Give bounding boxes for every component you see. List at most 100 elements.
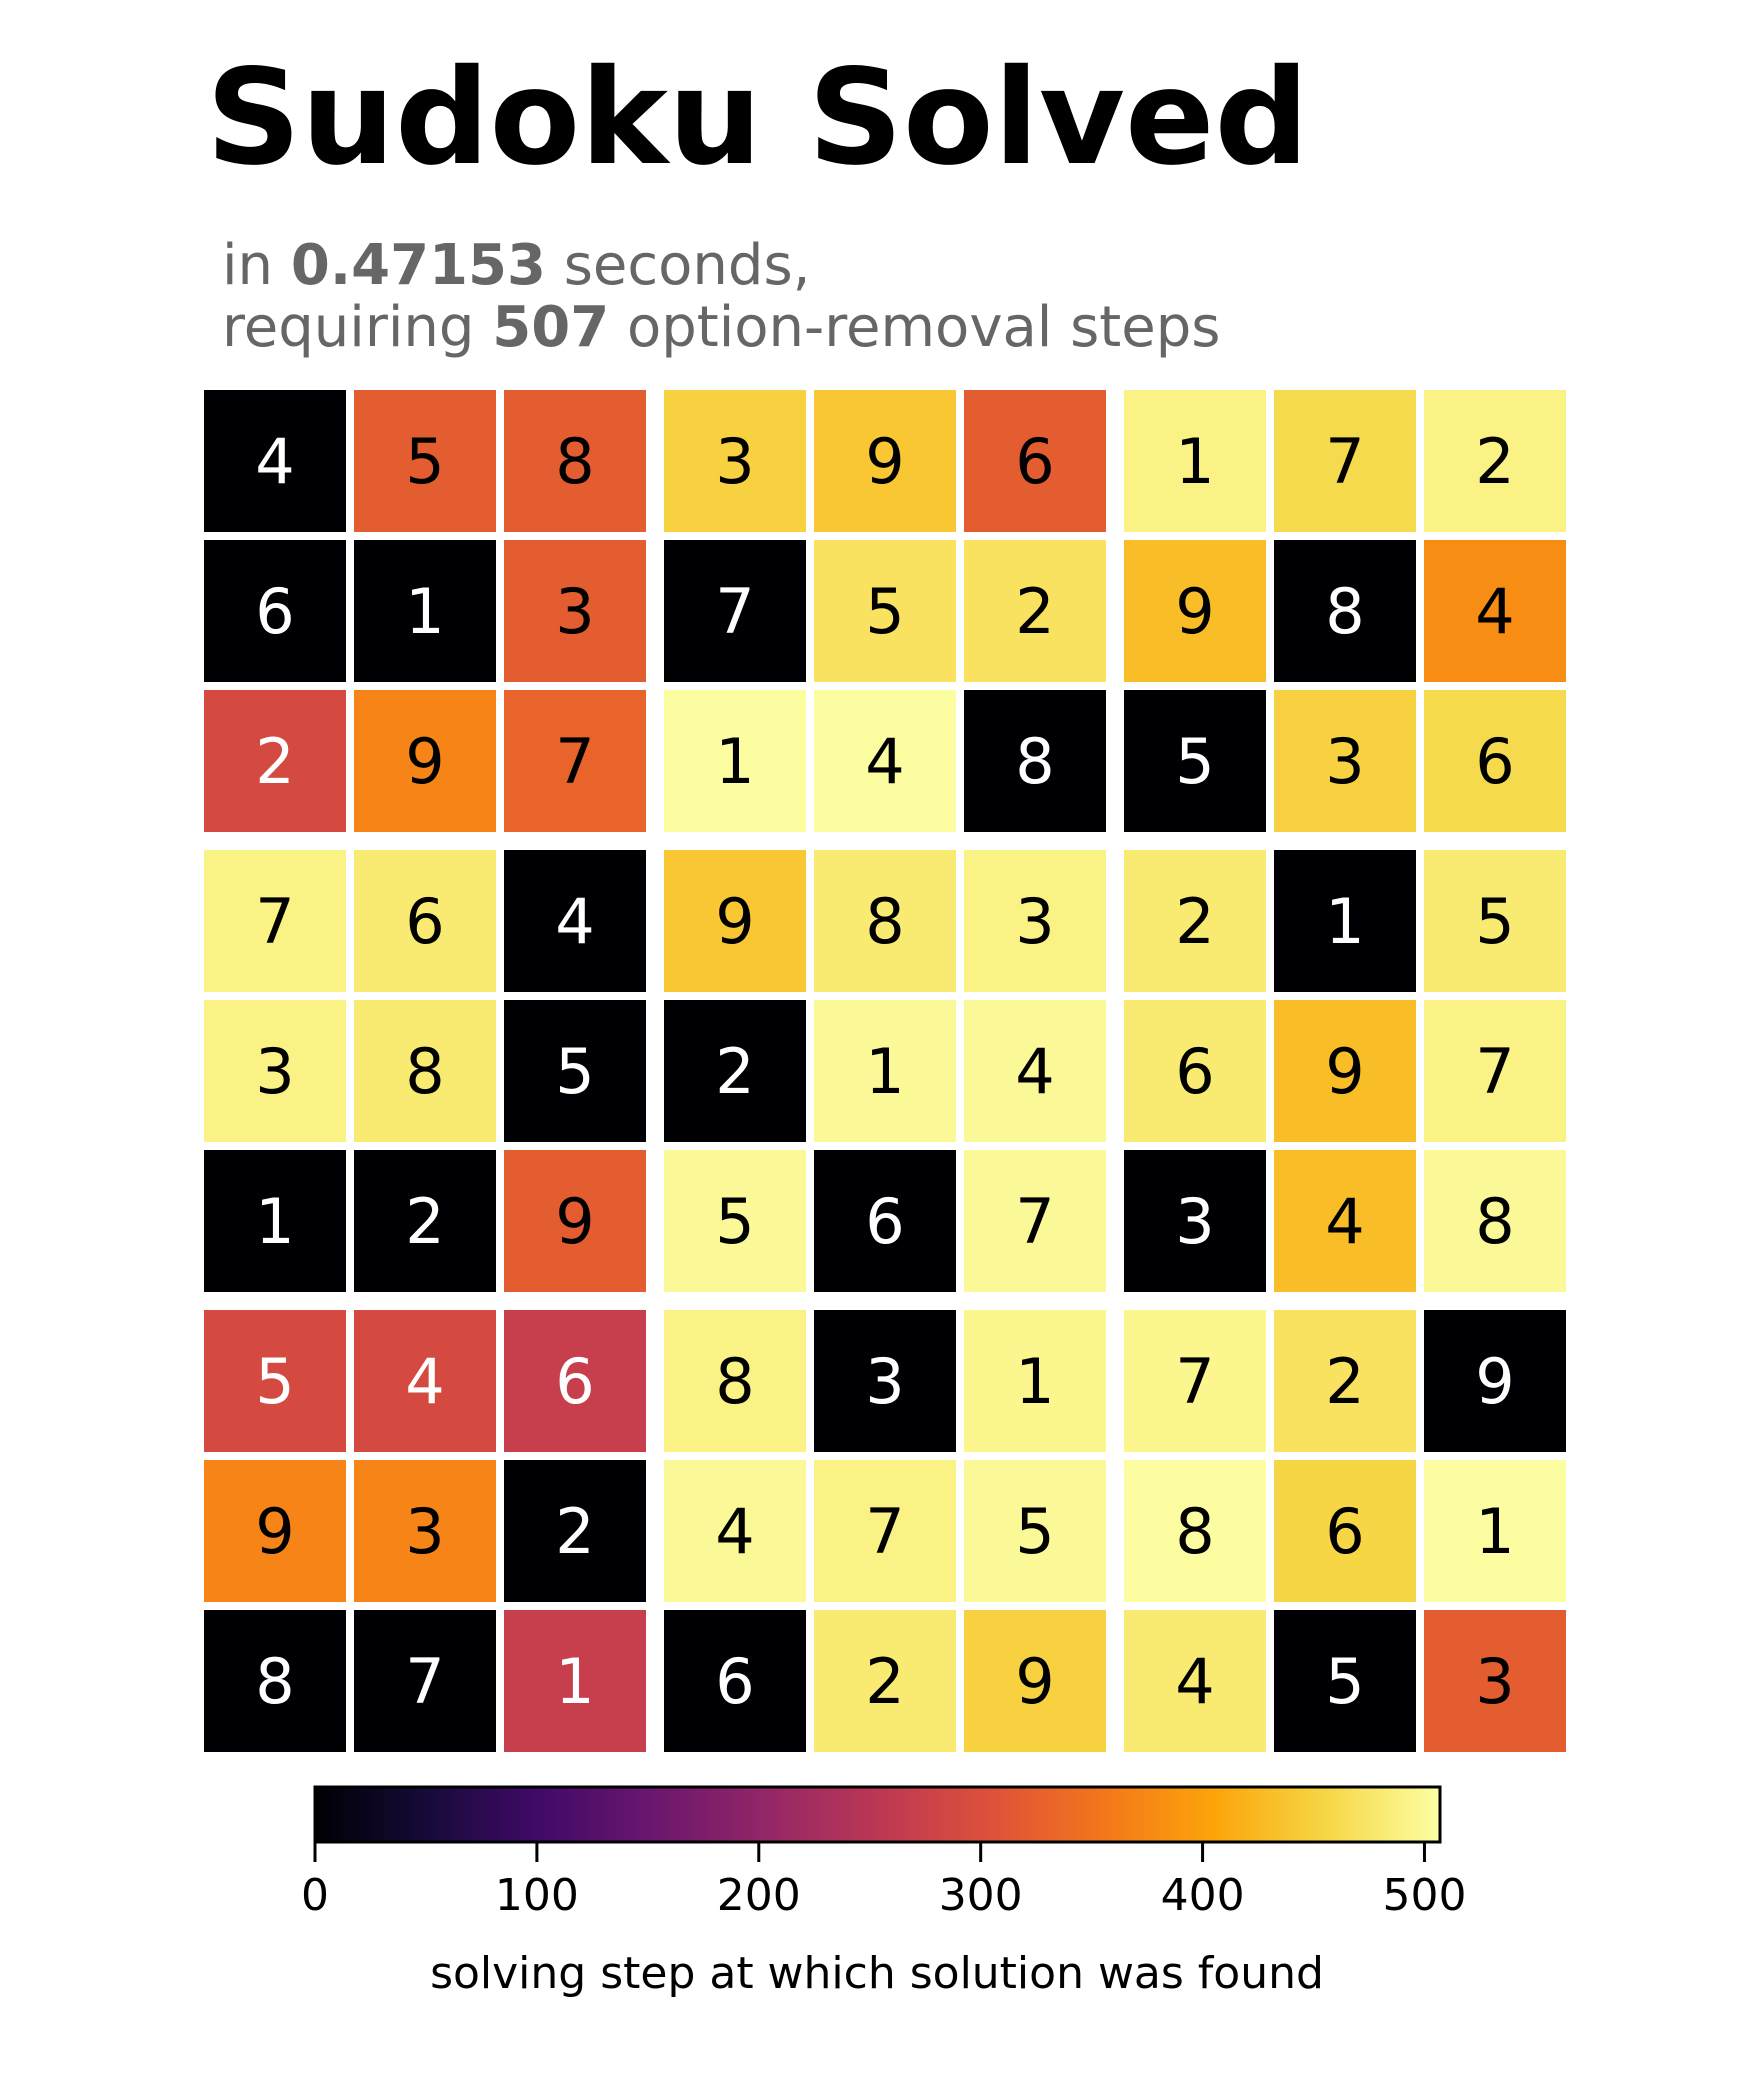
cell-digit-r2-c4: 7	[715, 575, 754, 648]
cell-digit-r4-c6: 3	[1015, 885, 1054, 958]
cell-digit-r8-c5: 7	[865, 1495, 904, 1568]
colorbar-gradient	[313, 1785, 1442, 1844]
cell-digit-r7-c2: 4	[405, 1345, 444, 1418]
cell-digit-r9-c2: 7	[405, 1645, 444, 1718]
cell-r8-c2	[354, 1460, 496, 1602]
cell-digit-r9-c8: 5	[1325, 1645, 1364, 1718]
cell-digit-r5-c1: 3	[255, 1035, 294, 1108]
solve-time-value: 0.47153	[290, 233, 546, 298]
cell-digit-r4-c7: 2	[1175, 885, 1214, 958]
cell-digit-r6-c7: 3	[1175, 1185, 1214, 1258]
heatmap-cells: 4 5 8 3 9 6 1 7 2 6 1 3 7 5 2 9 8 4 2 9 7 1 4 8 5 3 6 7 6 4 9 8 3 2 1 5 3 8 5 2…	[204, 390, 1566, 1752]
colorbar-ticks: 0 100 200 300 400 500	[301, 1842, 1466, 1921]
cell-digit-r4-c5: 8	[865, 885, 904, 958]
cell-r2-c5	[814, 540, 956, 682]
cell-digit-r9-c7: 4	[1175, 1645, 1214, 1718]
cell-digit-r4-c2: 6	[405, 885, 444, 958]
cell-digit-r7-c9: 9	[1475, 1345, 1514, 1418]
cell-r9-c5	[814, 1610, 956, 1752]
cell-digit-r9-c5: 2	[865, 1645, 904, 1718]
cell-r1-c8	[1274, 390, 1416, 532]
cell-digit-r4-c8: 1	[1325, 885, 1364, 958]
cell-r8-c4	[664, 1460, 806, 1602]
cell-r8-c9	[1424, 1460, 1566, 1602]
subtitle-line-2: requiring 507 option-removal steps	[222, 295, 1221, 360]
cell-r6-c3	[504, 1150, 646, 1292]
cell-r8-c6	[964, 1460, 1106, 1602]
cell-digit-r4-c4: 9	[715, 885, 754, 958]
cell-digit-r1-c2: 5	[405, 425, 444, 498]
cell-digit-r5-c9: 7	[1475, 1035, 1514, 1108]
cell-r6-c9	[1424, 1150, 1566, 1292]
cell-r3-c6	[964, 690, 1106, 832]
cell-digit-r7-c1: 5	[255, 1345, 294, 1418]
cell-digit-r9-c4: 6	[715, 1645, 754, 1718]
cell-digit-r5-c8: 9	[1325, 1035, 1364, 1108]
cell-digit-r5-c6: 4	[1015, 1035, 1054, 1108]
cell-digit-r1-c1: 4	[255, 425, 294, 498]
cell-r2-c8	[1274, 540, 1416, 682]
cell-r7-c3	[504, 1310, 646, 1452]
cell-digit-r7-c5: 3	[865, 1345, 904, 1418]
cell-digit-r1-c8: 7	[1325, 425, 1364, 498]
cell-r8-c3	[504, 1460, 646, 1602]
cell-digit-r6-c6: 7	[1015, 1185, 1054, 1258]
cell-digit-r5-c4: 2	[715, 1035, 754, 1108]
cell-digit-r8-c6: 5	[1015, 1495, 1054, 1568]
cell-r7-c4	[664, 1310, 806, 1452]
cell-r4-c6	[964, 850, 1106, 992]
colorbar-tick-label-100: 100	[495, 1870, 579, 1921]
colorbar-tick-label-200: 200	[717, 1870, 801, 1921]
cell-digit-r8-c4: 4	[715, 1495, 754, 1568]
cell-r3-c9	[1424, 690, 1566, 832]
cell-digit-r6-c4: 5	[715, 1185, 754, 1258]
cell-digit-r8-c2: 3	[405, 1495, 444, 1568]
cell-digit-r5-c2: 8	[405, 1035, 444, 1108]
cell-r5-c4	[664, 1000, 806, 1142]
cell-digit-r8-c9: 1	[1475, 1495, 1514, 1568]
cell-r1-c5	[814, 390, 956, 532]
cell-digit-r8-c8: 6	[1325, 1495, 1364, 1568]
colorbar-tick-label-300: 300	[939, 1870, 1023, 1921]
cell-digit-r7-c3: 6	[555, 1345, 594, 1418]
cell-r7-c7	[1124, 1310, 1266, 1452]
cell-digit-r6-c3: 9	[555, 1185, 594, 1258]
cell-digit-r3-c5: 4	[865, 725, 904, 798]
cell-r7-c2	[354, 1310, 496, 1452]
cell-r4-c9	[1424, 850, 1566, 992]
colorbar-tick-label-400: 400	[1161, 1870, 1245, 1921]
cell-digit-r3-c8: 3	[1325, 725, 1364, 798]
cell-r9-c4	[664, 1610, 806, 1752]
cell-digit-r5-c5: 1	[865, 1035, 904, 1108]
cell-r9-c8	[1274, 1610, 1416, 1752]
cell-digit-r4-c3: 4	[555, 885, 594, 958]
cell-r3-c1	[204, 690, 346, 832]
cell-digit-r3-c4: 1	[715, 725, 754, 798]
subtitle-line-1: in 0.47153 seconds,	[222, 233, 811, 298]
cell-digit-r3-c2: 9	[405, 725, 444, 798]
cell-r7-c8	[1274, 1310, 1416, 1452]
cell-digit-r8-c1: 9	[255, 1495, 294, 1568]
cell-r1-c9	[1424, 390, 1566, 532]
cell-r9-c3	[504, 1610, 646, 1752]
cell-digit-r9-c6: 9	[1015, 1645, 1054, 1718]
cell-r1-c6	[964, 390, 1106, 532]
cell-r3-c3	[504, 690, 646, 832]
cell-r1-c3	[504, 390, 646, 532]
cell-r5-c6	[964, 1000, 1106, 1142]
cell-r4-c7	[1124, 850, 1266, 992]
cell-r4-c2	[354, 850, 496, 992]
cell-digit-r5-c7: 6	[1175, 1035, 1214, 1108]
cell-digit-r6-c5: 6	[865, 1185, 904, 1258]
cell-digit-r9-c1: 8	[255, 1645, 294, 1718]
colorbar-label: solving step at which solution was found	[430, 1948, 1324, 1999]
cell-r1-c4	[664, 390, 806, 532]
step-count-value: 507	[492, 295, 610, 360]
cell-r1-c7	[1124, 390, 1266, 532]
cell-digit-r1-c5: 9	[865, 425, 904, 498]
cell-r7-c5	[814, 1310, 956, 1452]
cell-r3-c5	[814, 690, 956, 832]
cell-r9-c1	[204, 1610, 346, 1752]
cell-r6-c1	[204, 1150, 346, 1292]
